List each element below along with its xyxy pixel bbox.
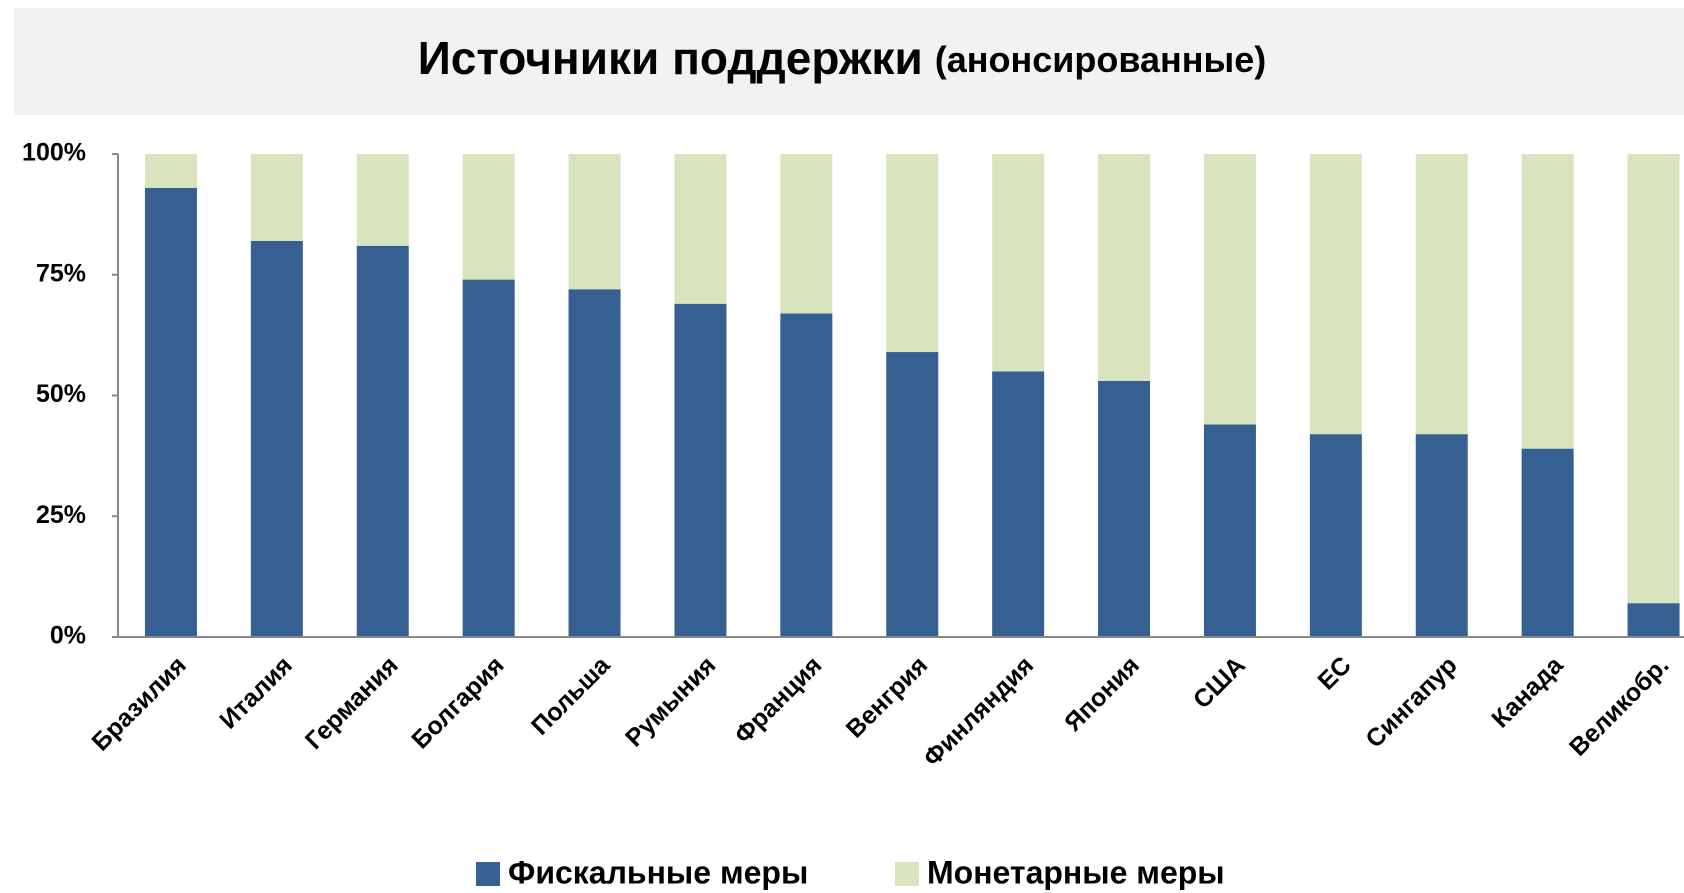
bar (1415, 434, 1468, 637)
bar (462, 154, 515, 280)
chart-title: Источники поддержки (анонсированные) (418, 32, 1267, 84)
x-tick-label: Великобр. (1564, 651, 1675, 762)
bar (886, 352, 939, 637)
bar (674, 154, 727, 304)
x-tick-label: Германия (300, 651, 404, 755)
x-tick-label: Франция (729, 651, 827, 749)
bar (886, 154, 939, 353)
bar (1203, 424, 1256, 637)
bar (1309, 434, 1362, 637)
bar (568, 289, 621, 637)
bar (1627, 603, 1680, 637)
y-tick-label: 75% (36, 259, 86, 287)
bar (1098, 154, 1151, 382)
bar (1627, 154, 1680, 604)
x-tick-label: Италия (214, 651, 297, 734)
bar (780, 154, 833, 314)
x-tick-label: Канада (1486, 650, 1569, 733)
x-tick-label: Польша (526, 650, 616, 740)
bar (144, 154, 197, 188)
y-tick-label: 100% (22, 139, 86, 167)
legend-swatch (895, 862, 919, 886)
y-tick-label: 50% (36, 380, 86, 408)
legend-label: Монетарные меры (927, 854, 1225, 890)
legend-swatch (476, 862, 500, 886)
x-tick-label: Бразилия (86, 651, 191, 756)
bar (1309, 154, 1362, 435)
x-tick-label: Финляндия (918, 651, 1039, 772)
bar (674, 303, 727, 637)
x-tick-label: Болгария (406, 651, 509, 754)
subtitle: (анонсированные) (935, 39, 1267, 80)
bar (1521, 448, 1574, 637)
x-tick-label: США (1188, 651, 1251, 714)
bar (992, 371, 1045, 637)
x-tick-label: ЕС (1312, 651, 1356, 695)
bar (1203, 154, 1256, 425)
bar (462, 279, 515, 637)
bar (144, 187, 197, 637)
bar (1415, 154, 1468, 435)
bar (356, 154, 409, 246)
bar (780, 313, 833, 637)
bar (1521, 154, 1574, 449)
title-band (14, 8, 1684, 115)
bar (568, 154, 621, 290)
x-tick-label: Сингапур (1360, 651, 1462, 753)
y-tick-label: 0% (50, 622, 86, 650)
title: Источники поддержки (418, 32, 923, 84)
x-tick-label: Румыния (620, 651, 721, 752)
x-tick-label: Венгрия (841, 651, 933, 743)
bar (1098, 381, 1151, 637)
y-tick-label: 25% (36, 501, 86, 529)
x-tick-label: Япония (1059, 651, 1145, 737)
bar (250, 154, 303, 241)
bar (250, 240, 303, 637)
bar (992, 154, 1045, 372)
bar (356, 245, 409, 637)
legend-label: Фискальные меры (508, 854, 808, 890)
